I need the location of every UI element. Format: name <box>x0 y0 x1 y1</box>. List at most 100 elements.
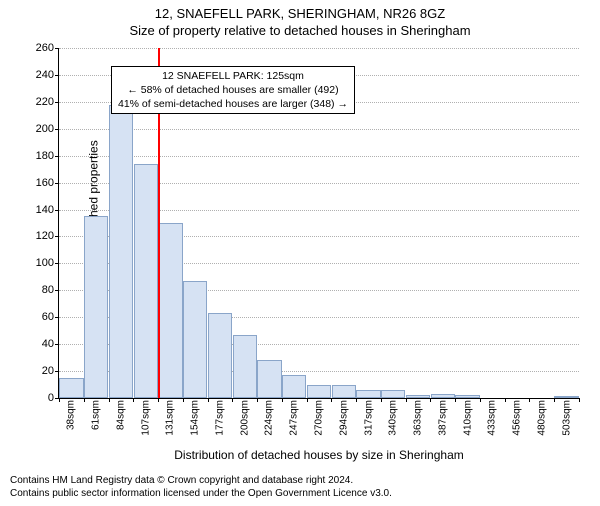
histogram-bar <box>431 394 455 398</box>
ytick-mark <box>55 317 59 318</box>
histogram-bar <box>307 385 331 398</box>
ytick-mark <box>55 75 59 76</box>
histogram-bar <box>233 335 257 398</box>
xtick-label: 480sqm <box>536 400 547 436</box>
xtick-label: 61sqm <box>91 400 102 430</box>
xtick-label: 340sqm <box>388 400 399 436</box>
xtick-mark <box>158 398 159 402</box>
xtick-label: 84sqm <box>115 400 126 430</box>
ytick-label: 20 <box>42 365 54 377</box>
histogram-bar <box>406 395 430 398</box>
ytick-label: 200 <box>36 123 54 135</box>
xtick-mark <box>109 398 110 402</box>
xtick-mark <box>282 398 283 402</box>
xtick-mark <box>133 398 134 402</box>
plot-wrap: Number of detached properties Distributi… <box>58 48 578 398</box>
xtick-label: 107sqm <box>140 400 151 436</box>
xtick-mark <box>430 398 431 402</box>
xtick-label: 131sqm <box>165 400 176 436</box>
histogram-bar <box>208 313 232 398</box>
xtick-mark <box>208 398 209 402</box>
histogram-bar <box>158 223 182 398</box>
xtick-label: 294sqm <box>338 400 349 436</box>
xtick-mark <box>183 398 184 402</box>
xtick-mark <box>455 398 456 402</box>
ytick-mark <box>55 156 59 157</box>
xtick-mark <box>505 398 506 402</box>
ytick-label: 40 <box>42 338 54 350</box>
ytick-mark <box>55 129 59 130</box>
xtick-label: 200sqm <box>239 400 250 436</box>
title-address: 12, SNAEFELL PARK, SHERINGHAM, NR26 8GZ <box>0 6 600 21</box>
ytick-mark <box>55 48 59 49</box>
plot-area: Number of detached properties Distributi… <box>58 48 579 399</box>
ytick-label: 240 <box>36 69 54 81</box>
xtick-label: 38sqm <box>66 400 77 430</box>
histogram-bar <box>59 378 83 398</box>
annot-line2: ← 58% of detached houses are smaller (49… <box>118 83 348 97</box>
x-axis-label: Distribution of detached houses by size … <box>174 448 464 462</box>
footer: Contains HM Land Registry data © Crown c… <box>10 474 392 500</box>
xtick-mark <box>59 398 60 402</box>
xtick-mark <box>356 398 357 402</box>
gridline-h <box>59 129 579 130</box>
ytick-mark <box>55 344 59 345</box>
histogram-bar <box>356 390 380 398</box>
histogram-bar <box>282 375 306 398</box>
annot-line3: 41% of semi-detached houses are larger (… <box>118 97 348 111</box>
xtick-label: 247sqm <box>289 400 300 436</box>
ytick-label: 220 <box>36 96 54 108</box>
ytick-label: 160 <box>36 177 54 189</box>
ytick-mark <box>55 263 59 264</box>
ytick-mark <box>55 236 59 237</box>
xtick-mark <box>257 398 258 402</box>
xtick-label: 363sqm <box>413 400 424 436</box>
ytick-mark <box>55 371 59 372</box>
ytick-mark <box>55 290 59 291</box>
ytick-label: 180 <box>36 150 54 162</box>
ytick-label: 0 <box>48 392 54 404</box>
ytick-mark <box>55 210 59 211</box>
ytick-label: 100 <box>36 257 54 269</box>
xtick-mark <box>554 398 555 402</box>
xtick-label: 317sqm <box>363 400 374 436</box>
xtick-label: 177sqm <box>214 400 225 436</box>
xtick-label: 433sqm <box>487 400 498 436</box>
footer-line2: Contains public sector information licen… <box>10 487 392 500</box>
xtick-mark <box>307 398 308 402</box>
histogram-bar <box>183 281 207 398</box>
xtick-label: 154sqm <box>190 400 201 436</box>
gridline-h <box>59 156 579 157</box>
footer-line1: Contains HM Land Registry data © Crown c… <box>10 474 392 487</box>
xtick-label: 410sqm <box>462 400 473 436</box>
ytick-label: 80 <box>42 284 54 296</box>
xtick-mark <box>529 398 530 402</box>
annotation-box: 12 SNAEFELL PARK: 125sqm ← 58% of detach… <box>111 66 355 115</box>
ytick-label: 260 <box>36 42 54 54</box>
histogram-bar <box>381 390 405 398</box>
title-subtitle: Size of property relative to detached ho… <box>0 23 600 38</box>
histogram-bar <box>134 164 158 398</box>
histogram-bar <box>332 385 356 398</box>
xtick-mark <box>232 398 233 402</box>
xtick-label: 270sqm <box>314 400 325 436</box>
ytick-label: 60 <box>42 311 54 323</box>
ytick-label: 120 <box>36 230 54 242</box>
ytick-label: 140 <box>36 204 54 216</box>
histogram-bar <box>257 360 281 398</box>
ytick-mark <box>55 102 59 103</box>
xtick-mark <box>579 398 580 402</box>
chart-titles: 12, SNAEFELL PARK, SHERINGHAM, NR26 8GZ … <box>0 6 600 38</box>
histogram-bar <box>84 216 108 398</box>
xtick-mark <box>381 398 382 402</box>
gridline-h <box>59 48 579 49</box>
ytick-mark <box>55 183 59 184</box>
xtick-label: 387sqm <box>437 400 448 436</box>
histogram-bar <box>109 105 133 398</box>
xtick-mark <box>480 398 481 402</box>
xtick-mark <box>331 398 332 402</box>
annot-line1: 12 SNAEFELL PARK: 125sqm <box>118 69 348 83</box>
histogram-bar <box>455 395 479 398</box>
xtick-mark <box>406 398 407 402</box>
xtick-mark <box>84 398 85 402</box>
